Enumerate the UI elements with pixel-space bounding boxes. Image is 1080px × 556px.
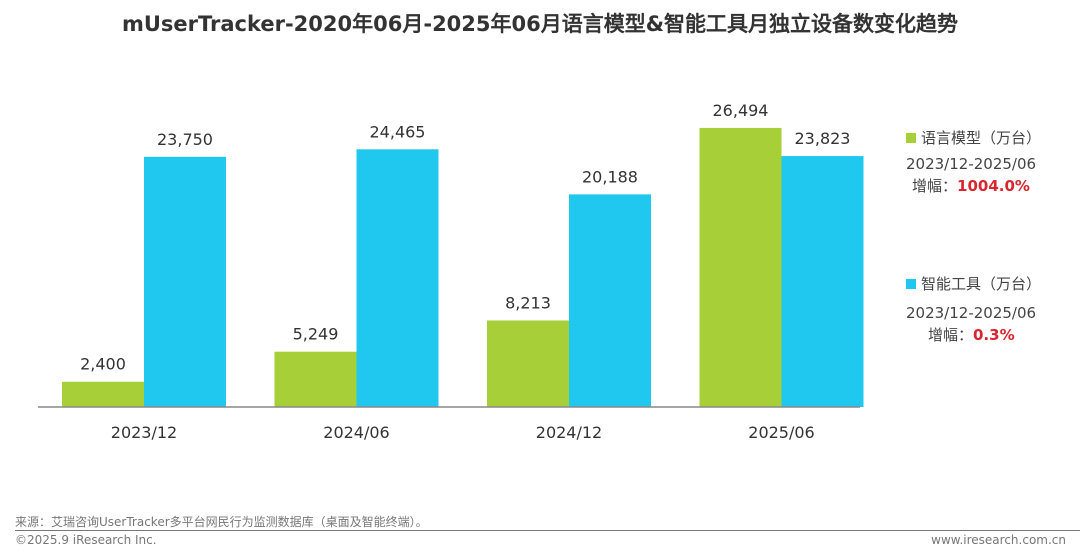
source-note: 来源：艾瑞咨询UserTracker多平台网民行为监测数据库（桌面及智能终端）。 <box>15 513 1080 531</box>
data-label: 23,823 <box>795 129 851 148</box>
data-label: 24,465 <box>370 122 426 141</box>
x-tick-label: 2024/06 <box>323 423 389 442</box>
copyright: ©2025.9 iResearch Inc. <box>15 533 157 547</box>
x-tick-label: 2024/12 <box>536 423 602 442</box>
growth-label: 增幅： <box>912 177 958 195</box>
data-label: 20,188 <box>582 167 638 186</box>
growth-annotation: 增幅：1004.0% <box>912 175 1030 196</box>
data-label: 5,249 <box>293 325 339 344</box>
data-label: 2,400 <box>80 355 126 374</box>
legend-item-smart-tool: 智能工具（万台） <box>906 273 1041 294</box>
legend-item-language-model: 语言模型（万台） <box>906 127 1041 148</box>
legend-label: 语言模型（万台） <box>921 129 1042 147</box>
bar <box>699 127 782 407</box>
bar <box>356 149 439 407</box>
website-link[interactable]: www.iresearch.com.cn <box>931 533 1066 547</box>
x-tick-label: 2025/06 <box>748 423 814 442</box>
period-label: 2023/12-2025/06 <box>906 155 1037 173</box>
data-label: 26,494 <box>713 101 769 120</box>
legend-label: 智能工具（万台） <box>921 275 1042 293</box>
legend-swatch-green <box>906 133 916 143</box>
bar <box>781 156 864 407</box>
growth-value: 1004.0% <box>957 177 1030 195</box>
data-label: 23,750 <box>157 130 213 149</box>
growth-annotation: 增幅：0.3% <box>928 324 1015 345</box>
data-label: 8,213 <box>505 293 551 312</box>
bar <box>144 156 226 407</box>
bar <box>62 381 144 407</box>
growth-label: 增幅： <box>928 326 974 344</box>
bar <box>569 194 651 407</box>
legend-swatch-blue <box>906 279 916 289</box>
period-label: 2023/12-2025/06 <box>906 304 1037 322</box>
growth-value: 0.3% <box>973 326 1015 344</box>
bar <box>274 351 357 407</box>
chart-title: mUserTracker-2020年06月-2025年06月语言模型&智能工具月… <box>121 12 959 36</box>
bar <box>487 320 569 407</box>
x-tick-label: 2023/12 <box>111 423 177 442</box>
